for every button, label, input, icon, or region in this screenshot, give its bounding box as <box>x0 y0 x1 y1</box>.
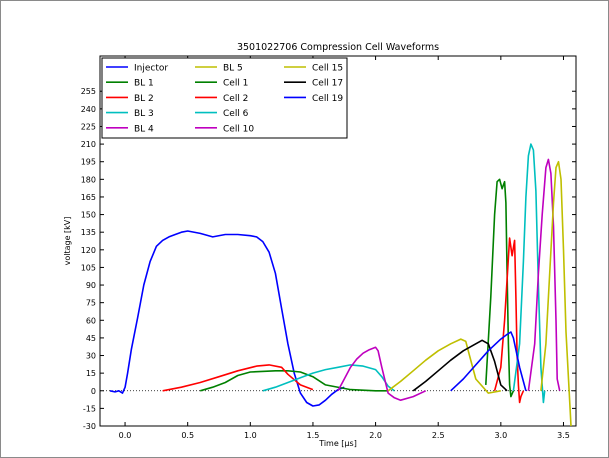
chart-title: 3501022706 Compression Cell Waveforms <box>237 42 439 53</box>
y-tick-label: 210 <box>81 140 96 149</box>
y-tick-label: 90 <box>86 281 96 290</box>
y-tick-label: 195 <box>81 158 96 167</box>
legend-label-cell-15: Cell 15 <box>312 64 343 74</box>
y-tick-label: 135 <box>81 228 96 237</box>
x-tick-label: 0.0 <box>119 431 132 440</box>
legend-label-cell-1: Cell 1 <box>223 79 248 89</box>
y-tick-label: 180 <box>81 175 96 184</box>
x-tick-label: 1.5 <box>307 431 320 440</box>
x-tick-label: 2.0 <box>369 431 382 440</box>
legend-label-cell-19: Cell 19 <box>312 94 343 104</box>
x-tick-label: 2.5 <box>432 431 445 440</box>
series-line-cell-6 <box>512 143 546 404</box>
legend-label-cell-10: Cell 10 <box>223 124 254 134</box>
series-line-bl-1 <box>199 369 389 392</box>
series-line-cell-1 <box>485 178 515 398</box>
y-axis-label: voltage [kV] <box>63 217 72 266</box>
y-tick-label: -30 <box>83 422 96 431</box>
legend-label-cell-2: Cell 2 <box>223 94 248 104</box>
series-line-injector <box>109 230 345 407</box>
x-tick-label: 3.0 <box>494 431 507 440</box>
legend-box <box>101 57 348 139</box>
y-tick-label: 75 <box>86 299 96 308</box>
legend-label-bl-2: BL 2 <box>134 94 154 104</box>
y-tick-label: -15 <box>83 404 96 413</box>
series-line-cell-10 <box>527 158 561 391</box>
x-tick-label: 0.5 <box>181 431 194 440</box>
series-line-bl-2 <box>162 364 314 392</box>
legend-label-injector: Injector <box>134 64 168 74</box>
data-layer <box>100 143 576 427</box>
legend-label-bl-4: BL 4 <box>134 124 154 134</box>
y-tick-label: 150 <box>81 211 96 220</box>
series-line-bl-3 <box>262 364 395 392</box>
y-tick-label: 225 <box>81 122 96 131</box>
series-line-cell-17 <box>412 339 508 392</box>
y-tick-label: 60 <box>86 316 96 325</box>
series-line-bl-4 <box>337 346 427 402</box>
legend-label-bl-5: BL 5 <box>223 64 243 74</box>
y-tick-label: 30 <box>86 352 96 361</box>
x-tick-label: 3.5 <box>557 431 570 440</box>
y-tick-label: 240 <box>81 105 96 114</box>
series-line-bl-5 <box>387 338 501 394</box>
x-tick-label: 1.0 <box>244 431 257 440</box>
ticks-layer: 0.0 0.5 1.0 1.5 2.0 2.5 3.0 3.5 -30 -15 0 15 30 45 60 7… <box>81 56 576 440</box>
y-tick-label: 165 <box>81 193 96 202</box>
y-tick-label: 45 <box>86 334 96 343</box>
legend-label-cell-6: Cell 6 <box>223 109 249 119</box>
y-tick-label: 120 <box>81 246 96 255</box>
series-line-cell-2 <box>493 237 525 404</box>
legend: Injector BL 1 BL 2 BL 3 BL 4 BL 5 Cell 1 Cell 2… <box>101 57 348 139</box>
x-axis-label: Time [μs] <box>318 439 357 448</box>
legend-label-cell-17: Cell 17 <box>312 79 343 89</box>
y-tick-label: 105 <box>81 263 96 272</box>
legend-label-bl-3: BL 3 <box>134 109 154 119</box>
series-line-cell-15 <box>540 160 572 427</box>
y-tick-label: 0 <box>91 387 96 396</box>
legend-label-bl-1: BL 1 <box>134 79 154 89</box>
y-tick-label: 15 <box>86 369 96 378</box>
y-tick-label: 255 <box>81 87 96 96</box>
series-line-cell-19 <box>450 331 527 392</box>
